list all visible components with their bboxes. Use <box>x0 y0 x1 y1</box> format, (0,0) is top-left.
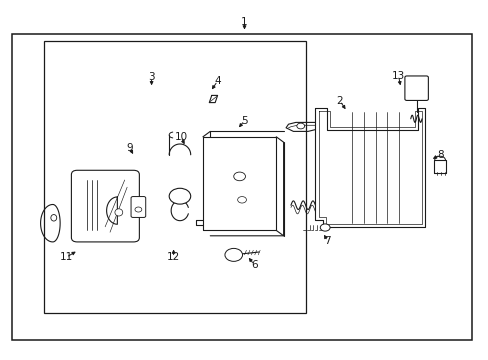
Text: 2: 2 <box>336 96 343 106</box>
Text: 8: 8 <box>436 150 443 160</box>
Circle shape <box>296 123 304 129</box>
Ellipse shape <box>115 209 122 216</box>
Circle shape <box>320 224 329 231</box>
Circle shape <box>233 172 245 181</box>
Text: 9: 9 <box>126 143 133 153</box>
Text: 4: 4 <box>214 76 221 86</box>
Circle shape <box>135 207 142 212</box>
Ellipse shape <box>51 215 57 221</box>
FancyBboxPatch shape <box>404 76 427 100</box>
Text: 12: 12 <box>166 252 180 262</box>
Circle shape <box>169 188 190 204</box>
Circle shape <box>224 248 242 261</box>
Text: 13: 13 <box>391 71 405 81</box>
FancyBboxPatch shape <box>71 170 139 242</box>
Text: 11: 11 <box>59 252 73 262</box>
Circle shape <box>237 197 246 203</box>
Bar <box>44 41 305 313</box>
Text: 6: 6 <box>250 260 257 270</box>
Text: 3: 3 <box>148 72 155 82</box>
FancyBboxPatch shape <box>131 197 145 217</box>
Text: 10: 10 <box>174 132 187 142</box>
Text: 5: 5 <box>241 116 247 126</box>
Bar <box>12 34 471 340</box>
Text: 1: 1 <box>241 17 247 27</box>
Text: 7: 7 <box>324 236 330 246</box>
